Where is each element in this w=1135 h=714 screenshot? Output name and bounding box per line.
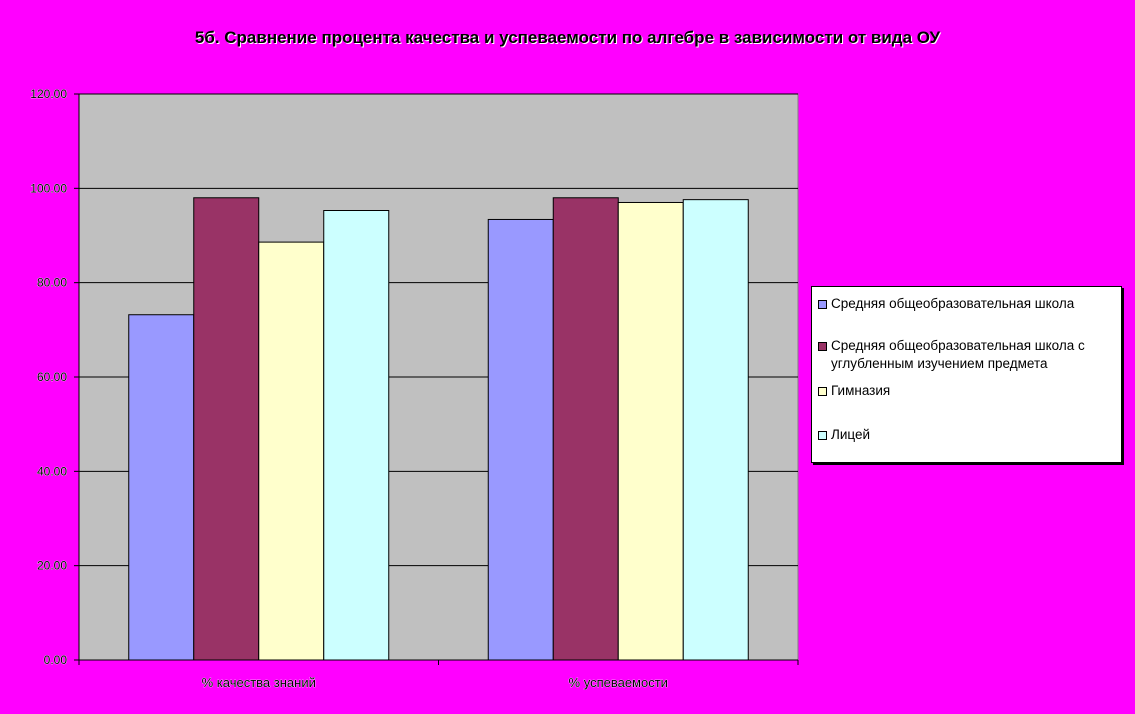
- bar: [258, 241, 325, 661]
- bar: [552, 197, 619, 661]
- y-tick-label: 60.00: [37, 370, 67, 384]
- y-tick-label: 100.00: [30, 181, 67, 195]
- legend-label-lyceum: Лицей: [831, 427, 871, 442]
- legend-item-gymnasium: Гимназия: [818, 382, 1118, 400]
- legend-item-advanced-school: Средняя общеобразовательная школа с углу…: [818, 337, 1118, 373]
- y-tick-label: 120.00: [30, 87, 67, 101]
- legend-swatch-advanced-school: [818, 342, 827, 351]
- bar: [682, 199, 749, 661]
- bar: [323, 210, 390, 661]
- legend-swatch-school: [818, 300, 827, 309]
- bar: [487, 218, 554, 661]
- x-category-label: % успеваемости: [569, 675, 668, 690]
- legend: Средняя общеобразовательная школа Средня…: [811, 286, 1122, 463]
- bar: [617, 201, 684, 661]
- x-category-label: % качества знаний: [202, 675, 316, 690]
- legend-item-school: Средняя общеобразовательная школа: [818, 295, 1118, 313]
- bar: [128, 314, 195, 661]
- legend-swatch-lyceum: [818, 431, 827, 440]
- bar: [193, 197, 260, 661]
- y-tick-label: 40.00: [37, 464, 67, 478]
- legend-item-lyceum: Лицей: [818, 426, 1118, 444]
- y-tick-label: 0.00: [44, 653, 68, 667]
- legend-swatch-gymnasium: [818, 387, 827, 396]
- legend-label-advanced-school: Средняя общеобразовательная школа с углу…: [831, 338, 1085, 371]
- legend-label-school: Средняя общеобразовательная школа: [831, 296, 1075, 311]
- legend-label-gymnasium: Гимназия: [831, 383, 891, 398]
- y-tick-label: 20.00: [37, 559, 67, 573]
- chart-title: 5б. Сравнение процента качества и успева…: [194, 28, 941, 47]
- y-tick-label: 80.00: [37, 276, 67, 290]
